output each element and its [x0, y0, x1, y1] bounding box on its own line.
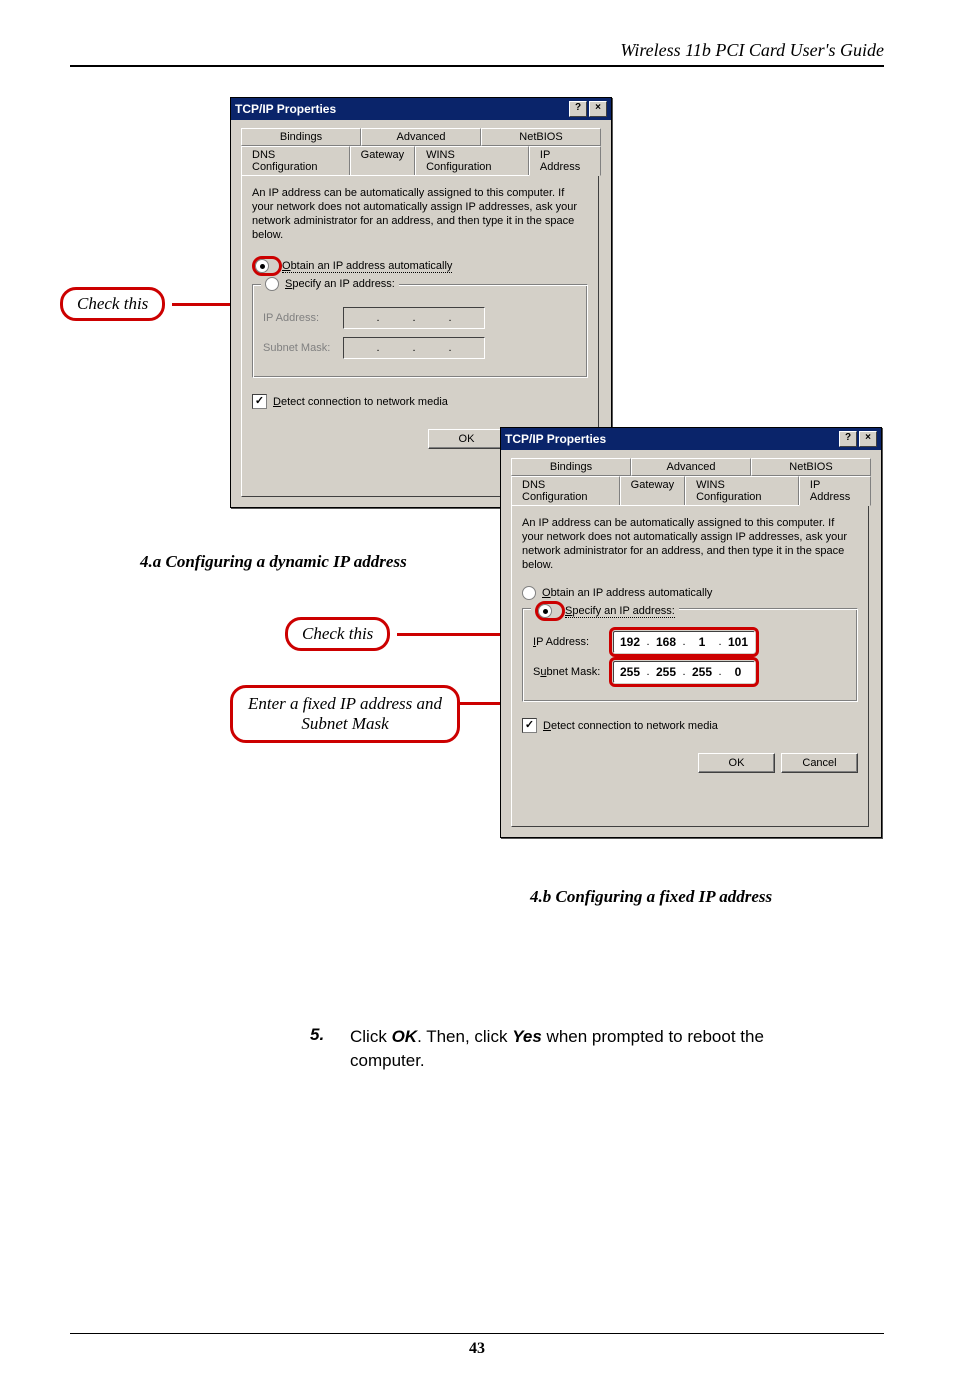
description-1: An IP address can be automatically assig… [252, 186, 588, 242]
radio-auto-label-1: Obtain an IP address automatically [282, 260, 452, 273]
tab-dns-2[interactable]: DNS Configuration [511, 476, 620, 505]
instruction-step-5: 5. Click OK. Then, click Yes when prompt… [310, 1025, 884, 1073]
tab-bindings-2[interactable]: Bindings [511, 458, 631, 476]
tab-netbios-1[interactable]: NetBIOS [481, 128, 601, 146]
help-button-2[interactable]: ? [839, 431, 857, 447]
tab-ipaddress-2[interactable]: IP Address [799, 476, 871, 506]
radio-highlight-specify [535, 601, 565, 621]
tab-bindings-1[interactable]: Bindings [241, 128, 361, 146]
detect-checkbox-2[interactable]: ✓ [522, 718, 537, 733]
radio-auto-2[interactable] [522, 586, 536, 600]
tab-ipaddress-1[interactable]: IP Address [529, 146, 601, 176]
radio-auto-1[interactable] [255, 259, 269, 273]
radio-highlight-auto [252, 256, 282, 276]
detect-label-2: Detect connection to network media [543, 720, 718, 732]
page-number: 43 [469, 1340, 485, 1357]
radio-specify-2[interactable] [538, 604, 552, 618]
detect-checkbox-1[interactable]: ✓ [252, 394, 267, 409]
description-2: An IP address can be automatically assig… [522, 516, 858, 572]
ip-address-input-1: ... [343, 307, 485, 329]
ip-address-label-1: IP Address: [263, 312, 343, 324]
titlebar-1: TCP/IP Properties ? × [231, 98, 611, 120]
caption-4a: 4.a Configuring a dynamic IP address [140, 552, 407, 572]
figure-area: Check this TCP/IP Properties ? × Binding… [70, 97, 884, 997]
step-number: 5. [310, 1025, 350, 1073]
titlebar-2: TCP/IP Properties ? × [501, 428, 881, 450]
radio-specify-label-2: Specify an IP address: [565, 605, 675, 618]
step-text: Click OK. Then, click Yes when prompted … [350, 1025, 780, 1073]
radio-auto-label-2: Obtain an IP address automatically [542, 587, 712, 599]
callout-check-this-1: Check this [60, 287, 165, 321]
subnet-label-2: Subnet Mask: [533, 666, 613, 678]
ip-address-input-2[interactable]: 192.168.1.101 [613, 631, 755, 653]
caption-4b: 4.b Configuring a fixed IP address [530, 887, 772, 907]
radio-specify-label-1: Specify an IP address: [285, 278, 395, 290]
subnet-input-2[interactable]: 255.255.255.0 [613, 661, 755, 683]
ip-address-label-2: IP Address: [533, 636, 613, 648]
tab-advanced-1[interactable]: Advanced [361, 128, 481, 146]
close-button-2[interactable]: × [859, 431, 877, 447]
help-button-1[interactable]: ? [569, 101, 587, 117]
subnet-input-1: ... [343, 337, 485, 359]
page-header: Wireless 11b PCI Card User's Guide [70, 40, 884, 67]
detect-label-1: Detect connection to network media [273, 396, 448, 408]
page-footer: 43 [70, 1333, 884, 1358]
dialog-title-2: TCP/IP Properties [505, 432, 606, 446]
ok-button-2[interactable]: OK [698, 753, 775, 773]
cancel-button-2[interactable]: Cancel [781, 753, 858, 773]
callout-check-this-2: Check this [285, 617, 390, 651]
ok-button-1[interactable]: OK [428, 429, 505, 449]
callout-enter-fixed: Enter a fixed IP address and Subnet Mask [230, 685, 460, 743]
tab-netbios-2[interactable]: NetBIOS [751, 458, 871, 476]
tab-gateway-1[interactable]: Gateway [350, 146, 415, 175]
subnet-label-1: Subnet Mask: [263, 342, 343, 354]
tab-wins-1[interactable]: WINS Configuration [415, 146, 529, 175]
tab-gateway-2[interactable]: Gateway [620, 476, 685, 505]
dialog-title-1: TCP/IP Properties [235, 102, 336, 116]
tab-wins-2[interactable]: WINS Configuration [685, 476, 799, 505]
radio-specify-1[interactable] [265, 277, 279, 291]
tab-dns-1[interactable]: DNS Configuration [241, 146, 350, 175]
tab-advanced-2[interactable]: Advanced [631, 458, 751, 476]
dialog-tcpip-fixed: TCP/IP Properties ? × Bindings Advanced … [500, 427, 882, 838]
connector-2 [397, 633, 512, 636]
close-button-1[interactable]: × [589, 101, 607, 117]
